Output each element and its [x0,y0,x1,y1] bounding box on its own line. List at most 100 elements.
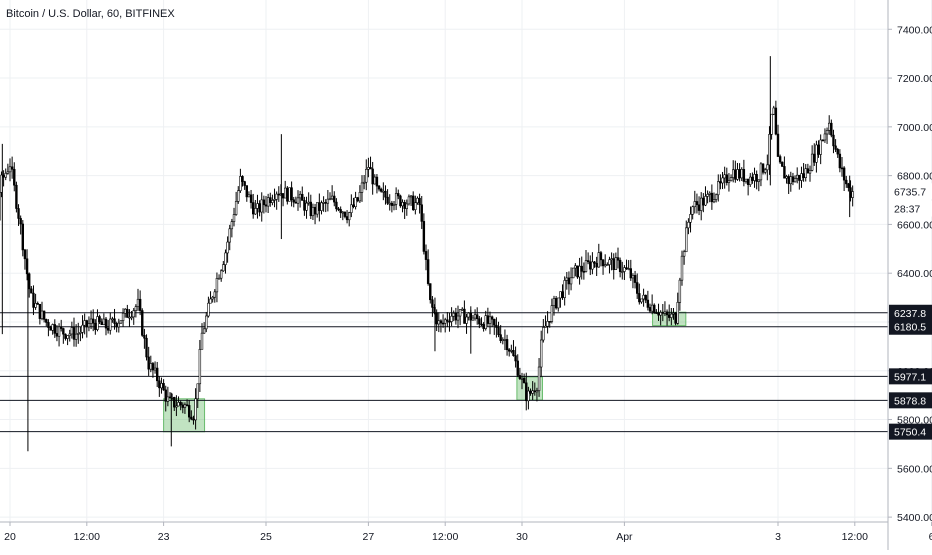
candle-body [792,177,794,182]
candle-body [841,168,843,169]
candle-body [408,197,410,204]
candle-body [212,297,214,299]
candle-body [803,174,805,178]
candle-body [180,402,182,405]
candle-body [13,169,15,185]
candle-body [242,176,244,181]
candle-body [67,336,69,339]
candle-body [696,201,698,204]
candle-body [568,278,570,284]
candle-body [574,266,576,268]
candle-body [353,205,355,207]
candle-body [152,363,154,370]
candle-body [438,321,440,324]
candle-body [346,217,348,220]
candle-body [135,307,137,311]
candle-body [20,218,22,224]
candle-body [809,170,811,173]
candle-body [557,298,559,308]
candle-body [621,271,623,272]
candle-body [284,188,286,198]
candle-body [685,228,687,252]
candle-body [837,149,839,154]
candle-body [372,169,374,184]
candle-body [195,399,197,420]
candle-body [790,177,792,184]
y-tick-label: 6600.00 [897,219,932,231]
candle-body [502,339,504,340]
candle-body [71,327,73,333]
candle-body [214,292,216,297]
candle-body [289,188,291,202]
candle-body [18,209,20,219]
candle-body [50,328,52,331]
candle-body [308,202,310,203]
x-tick-label: 23 [158,531,170,543]
candle-body [692,207,694,215]
candle-body [662,312,664,313]
current-price-label: 28:37 [894,204,920,216]
candle-body [436,313,438,324]
candle-body [129,317,131,318]
candle-body [193,419,195,420]
candle-body [830,123,832,135]
candle-body [811,154,813,170]
candle-body [630,269,632,278]
candle-body [316,203,318,215]
candle-body [246,186,248,197]
candle-body [90,319,92,324]
candle-body [254,208,256,214]
candle-body [583,271,585,272]
candle-body [717,182,719,195]
candle-body [598,253,600,267]
candle-body [120,321,122,324]
candle-body [549,321,551,322]
candle-body [380,189,382,191]
candle-body [485,316,487,329]
candle-body [700,198,702,210]
candle-body [762,164,764,172]
candle-body [141,311,143,336]
candle-body [43,311,45,319]
candle-body [843,168,845,180]
candle-body [845,180,847,184]
candle-body [278,194,280,195]
candle-body [39,304,41,318]
candle-body [562,292,564,298]
candle-body [184,405,186,408]
candle-body [77,333,79,334]
candle-body [538,367,540,391]
candle-body [444,320,446,323]
candle-body [314,207,316,214]
candle-body [133,311,135,317]
candle-body [820,140,822,154]
candle-body [496,325,498,327]
candle-body [649,307,651,311]
candle-body [472,318,474,320]
candle-body [342,212,344,213]
candle-body [694,201,696,206]
candle-body [510,350,512,351]
candle-body [361,183,363,192]
candle-body [446,320,448,321]
candle-body [26,259,28,274]
candle-body [617,258,619,261]
candle-body [585,261,587,272]
candle-body [796,175,798,178]
candle-body [702,198,704,205]
candle-body [528,391,530,401]
candle-body [720,182,722,183]
candle-body [679,280,681,302]
candle-body [677,302,679,323]
candle-body [594,262,596,263]
candle-body [634,275,636,282]
candle-body [395,193,397,204]
candle-body [304,200,306,210]
candle-body [449,321,451,322]
candle-body [636,283,638,294]
candle-body [722,178,724,183]
candle-body [28,274,30,289]
candle-body [406,204,408,209]
candle-body [336,202,338,209]
